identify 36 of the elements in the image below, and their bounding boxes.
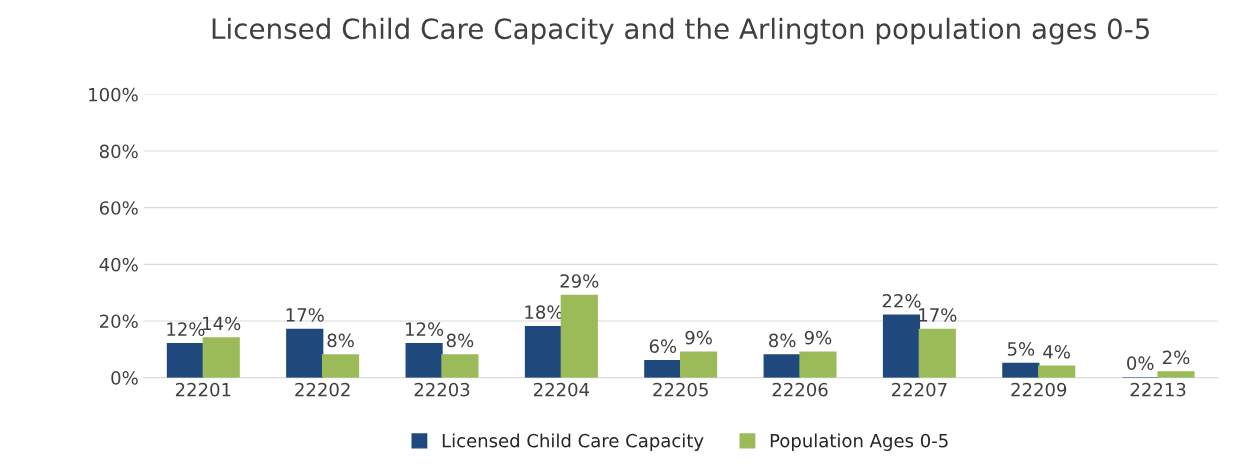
x-tick-label: 22203 (414, 382, 470, 397)
x-tick-label: 22206 (772, 382, 828, 397)
data-label: 12% (406, 322, 444, 336)
data-label: 8% (446, 333, 474, 348)
data-label: 2% (1163, 350, 1190, 365)
data-label: 8% (769, 333, 796, 348)
x-tick-label: 22209 (1011, 382, 1067, 397)
data-label: 6% (649, 339, 677, 353)
legend-label: Population Ages 0-5 (770, 433, 948, 451)
data-label: 9% (804, 330, 832, 345)
x-tick-label: 22213 (1130, 382, 1186, 397)
y-tick-label: 0% (111, 371, 138, 385)
data-label: 22% (882, 293, 921, 308)
chart-title: Licensed Child Care Capacity and the Arlington population ages 0-5 (212, 17, 1149, 45)
data-label: 4% (1043, 344, 1070, 359)
data-label: 9% (685, 330, 712, 345)
x-tick-label: 22207 (892, 382, 947, 397)
data-label: 29% (560, 274, 599, 288)
data-label: 14% (203, 316, 241, 331)
data-label: 17% (286, 308, 324, 322)
legend-label: Licensed Child Care Capacity (442, 433, 704, 451)
y-tick-label: 100% (89, 87, 138, 102)
data-label: 8% (327, 333, 354, 348)
data-label: 5% (1007, 342, 1035, 356)
data-label: 18% (525, 305, 563, 319)
y-tick-label: 40% (99, 257, 138, 272)
x-tick-label: 22201 (175, 382, 231, 397)
x-tick-label: 22205 (653, 382, 708, 397)
data-label: 12% (167, 322, 205, 336)
y-tick-label: 60% (99, 201, 138, 215)
x-tick-label: 22204 (533, 382, 590, 397)
data-label: 17% (919, 308, 957, 322)
data-label: 0% (1127, 356, 1154, 370)
x-tick-label: 22202 (295, 382, 350, 397)
y-tick-label: 80% (99, 144, 138, 159)
y-tick-label: 20% (99, 314, 138, 329)
